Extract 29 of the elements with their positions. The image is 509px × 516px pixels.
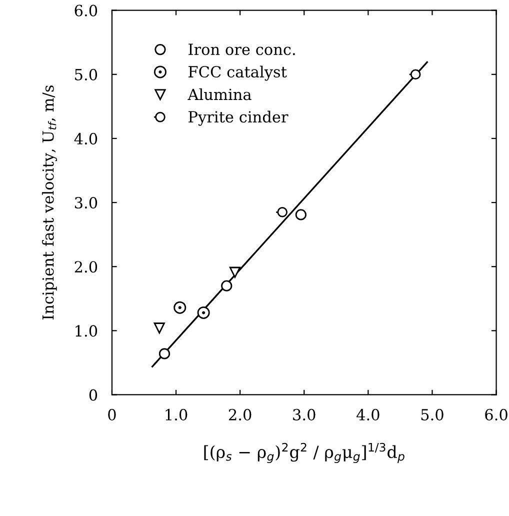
y-axis-title: Incipient fast velocity, U$_{tf}$, m/s (42, 85, 58, 320)
legend-label: FCC catalyst (188, 66, 287, 81)
legend-label: Pyrite cinder (188, 110, 288, 126)
point (275, 206, 288, 218)
y-tick-label: 6.0 (74, 4, 98, 16)
legend-label: Alumina (188, 88, 252, 100)
x-tick-label: 4.0 (356, 408, 380, 420)
y-tick-label: 1.0 (76, 325, 98, 337)
y-tick-label: 3.0 (74, 196, 98, 209)
legend-label: Iron ore conc. (188, 44, 295, 56)
x-tick-label: 1.0 (166, 408, 188, 420)
y-tick-label: 5.0 (75, 68, 98, 80)
point (158, 348, 170, 360)
point (295, 209, 306, 220)
x-tick-label: 3.0 (293, 408, 316, 420)
point (229, 266, 241, 278)
x-tick-label: 2.0 (228, 408, 252, 420)
point (174, 301, 186, 314)
text: [(ρ$_{s}$ − ρ$_{g}$)$^{2}$g$^{2}$ / ρ$_{g}$μ$_{g}$]$^{1/3}$d$_{p}$ (204, 442, 404, 464)
point (221, 280, 232, 292)
x-tick-label: 5.0 (421, 408, 444, 420)
y-tick-label: 2.0 (74, 261, 98, 273)
y-tick-label: 0 (89, 389, 98, 401)
point (197, 306, 210, 319)
y-tick-label: 4.0 (74, 132, 98, 144)
x-tick-label: 0 (108, 408, 116, 420)
point (408, 69, 421, 80)
x-tick-label: 6.0 (485, 408, 508, 420)
point (154, 322, 165, 334)
